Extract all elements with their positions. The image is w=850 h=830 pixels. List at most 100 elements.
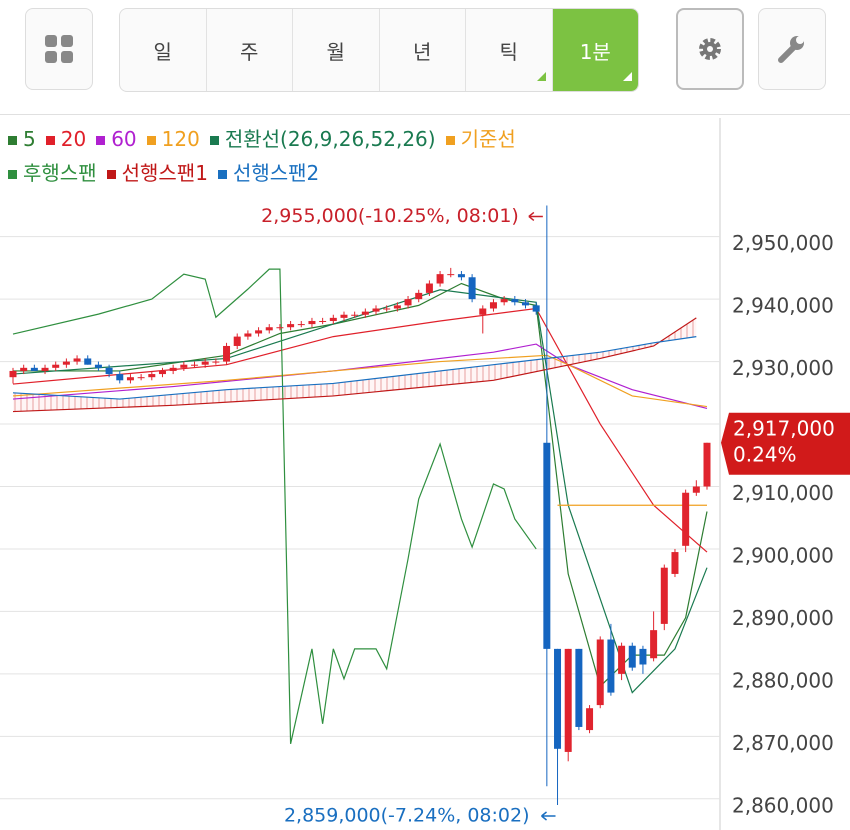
candle-body — [596, 639, 604, 706]
candle-body — [319, 320, 327, 322]
y-tick-label: 2,930,000 — [732, 356, 834, 380]
candle-body — [191, 364, 199, 366]
candle-body — [158, 370, 166, 375]
indicator-line — [12, 268, 537, 744]
candle-body — [425, 283, 433, 293]
candle-body — [521, 302, 529, 306]
candle-body — [212, 361, 220, 363]
candle-body — [532, 305, 540, 312]
period-tab[interactable]: 월 — [293, 9, 380, 91]
candle-body — [329, 317, 337, 321]
wrench-icon — [778, 36, 804, 63]
candle-body — [30, 367, 38, 371]
candle-body — [255, 330, 263, 334]
candle-body — [671, 552, 679, 574]
candle-body — [393, 305, 401, 309]
legend-swatch — [445, 136, 455, 145]
grid-icon — [45, 35, 73, 63]
period-tab[interactable]: 1분 — [552, 9, 638, 91]
candle-body — [244, 333, 252, 337]
candle-body — [554, 648, 562, 749]
y-tick-label: 2,880,000 — [732, 668, 834, 692]
candle-body — [692, 486, 700, 493]
legend-item: 기준선 — [445, 122, 516, 156]
candle-body — [564, 648, 572, 752]
legend-item: 전환선(26,9,26,52,26) — [209, 122, 436, 156]
menu-button[interactable] — [25, 8, 93, 90]
candle-body — [628, 645, 636, 668]
y-tick-label: 2,910,000 — [732, 481, 834, 505]
tools-button[interactable] — [758, 8, 826, 90]
y-tick-label: 2,900,000 — [732, 543, 834, 567]
legend-swatch — [217, 170, 227, 179]
indicator-line — [12, 336, 697, 400]
y-tick-label: 2,950,000 — [732, 231, 834, 255]
candle-body — [9, 370, 17, 378]
legend-item: 후행스팬 — [8, 156, 97, 190]
candle-body — [276, 327, 284, 329]
candle-body — [372, 308, 380, 312]
candle-body — [575, 648, 583, 727]
ichimoku-cloud — [13, 317, 697, 412]
period-tab[interactable]: 틱 — [466, 9, 553, 91]
candle-body — [52, 364, 60, 368]
y-tick-label: 2,860,000 — [732, 793, 834, 817]
y-tick-label: 2,870,000 — [732, 731, 834, 755]
legend-item: 5 — [8, 122, 36, 156]
candle-body — [201, 361, 209, 365]
candle-body — [105, 367, 113, 375]
candle-body — [308, 320, 316, 325]
period-tab[interactable]: 년 — [380, 9, 466, 91]
legend-swatch — [8, 136, 17, 145]
tab-corner — [536, 72, 546, 81]
candle-body — [233, 336, 241, 346]
y-tick-label: 2,940,000 — [732, 294, 834, 318]
candle-body — [447, 274, 455, 276]
y-tick-label: 2,890,000 — [732, 606, 834, 630]
candle-body — [415, 292, 423, 300]
settings-button[interactable] — [676, 8, 744, 90]
legend-item: 20 — [45, 122, 87, 156]
candle-body — [223, 345, 231, 362]
candle-body — [511, 299, 519, 303]
candle-body — [84, 358, 92, 365]
current-change: 0.24% — [733, 442, 797, 466]
candle-body — [351, 314, 359, 316]
period-tab[interactable]: 주 — [207, 9, 293, 91]
legend-swatch — [106, 170, 116, 179]
candle-body — [489, 302, 497, 309]
candle-body — [73, 358, 81, 362]
candle-body — [639, 648, 647, 665]
candle-body — [618, 645, 626, 674]
candle-body — [180, 364, 188, 368]
indicator-line — [12, 317, 697, 413]
candle-body — [383, 308, 391, 310]
high-arrow — [528, 211, 543, 222]
period-tabs: 일 주 월 년 틱 1분 — [119, 8, 639, 92]
candle-body — [436, 274, 444, 284]
period-tab[interactable]: 일 — [120, 9, 207, 91]
current-price-box — [721, 412, 850, 475]
candle-body — [607, 639, 615, 693]
candle-body — [265, 327, 273, 331]
indicator-line — [12, 289, 708, 694]
candle-body — [94, 364, 102, 368]
legend-item: 선행스팬1 — [106, 156, 208, 190]
legend-label: 120 — [161, 127, 200, 151]
candle-body — [169, 367, 177, 371]
candle-body — [586, 708, 594, 731]
candle-body — [703, 442, 711, 487]
gear-icon — [699, 38, 721, 60]
indicator-line — [12, 307, 708, 553]
high-annotation: 2,955,000(-10.25%, 08:01) — [261, 205, 519, 227]
candle-body — [20, 367, 28, 371]
legend-label: 선행스팬1 — [121, 161, 208, 185]
legend-item: 120 — [146, 122, 200, 156]
legend-label: 선행스팬2 — [232, 161, 320, 185]
divider — [0, 114, 850, 115]
legend-label: 20 — [60, 127, 87, 151]
candle-body — [41, 367, 49, 371]
candle-body — [137, 377, 145, 379]
current-price: 2,917,000 — [733, 416, 835, 440]
